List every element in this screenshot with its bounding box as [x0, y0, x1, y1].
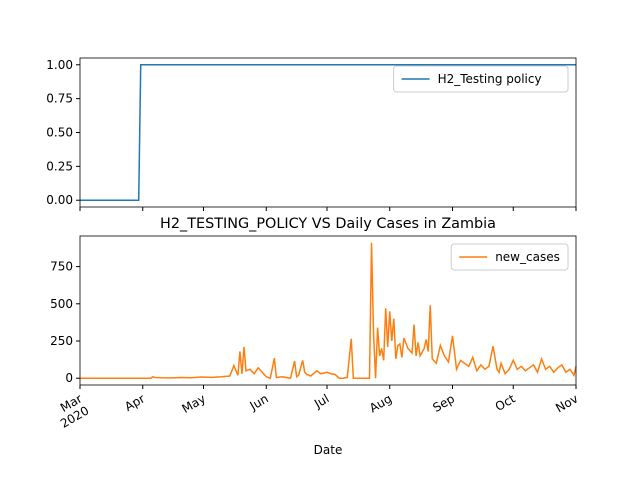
x-tick-label: Oct: [493, 391, 518, 414]
chart-title: H2_TESTING_POLICY VS Daily Cases in Zamb…: [160, 216, 496, 232]
data-line: [80, 242, 577, 380]
y-tick-label: 0.25: [46, 159, 73, 173]
plot-frame: [79, 235, 577, 386]
y-tick-label: 0.75: [46, 92, 73, 106]
x-tick-label: Jun: [247, 391, 271, 413]
legend-box: [450, 243, 569, 271]
legend: new_cases: [450, 243, 569, 271]
x-tick-label: May: [180, 391, 208, 416]
x-tick-label: Nov: [553, 391, 580, 415]
x-tick-label: Sep: [430, 391, 457, 414]
y-tick-label: 500: [50, 297, 73, 311]
legend-label: new_cases: [495, 250, 560, 264]
x-tick-label: Apr: [122, 391, 147, 414]
data-line: [80, 64, 576, 201]
legend: H2_Testing policy: [393, 65, 569, 93]
y-tick-label: 0.00: [46, 193, 73, 207]
plot-frame: [79, 57, 577, 208]
y-tick-label: 1.00: [46, 58, 73, 72]
legend-label: H2_Testing policy: [438, 72, 542, 86]
y-tick-label: 750: [50, 260, 73, 274]
y-tick-label: 0: [65, 371, 73, 385]
x-tick-label: Aug: [367, 391, 394, 415]
y-tick-label: 0.50: [46, 126, 73, 140]
x-tick-label: Mar2020: [51, 391, 91, 430]
y-tick-label: 250: [50, 334, 73, 348]
x-tick-label: Jul: [311, 391, 331, 411]
x-axis-label: Date: [314, 443, 343, 457]
legend-box: [393, 65, 569, 93]
